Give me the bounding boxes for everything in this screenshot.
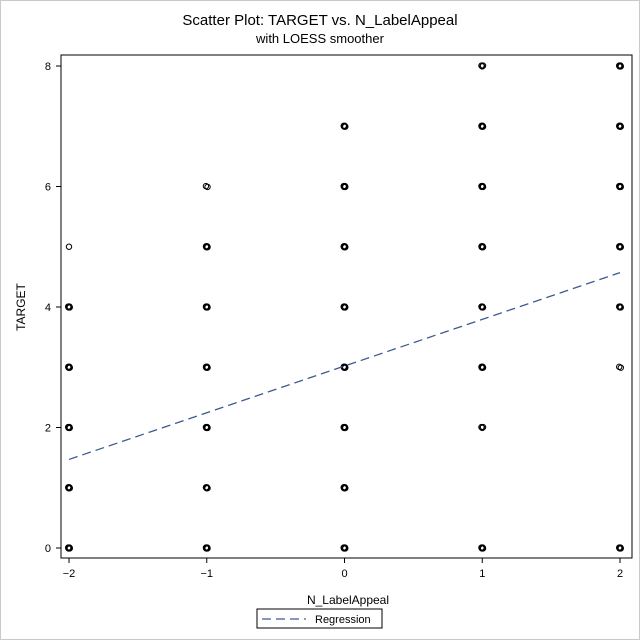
scatter-point [202,303,211,311]
scatter-point [340,182,349,191]
scatter-point [616,122,624,130]
chart-subtitle: with LOESS smoother [255,31,385,46]
x-tick-label: 0 [341,568,347,580]
scatter-point [616,62,624,70]
scatter-point [340,423,349,432]
y-axis-label: TARGET [14,282,28,330]
x-tick-label: 2 [617,568,623,580]
x-axis-label: N_LabelAppeal [307,593,389,607]
axis-ticks: −2 −1 0 1 2 0 2 4 6 8 [45,61,623,580]
plot-area [60,54,633,559]
scatter-point [616,243,624,251]
chart-title: Scatter Plot: TARGET vs. N_LabelAppeal [182,12,457,29]
scatter-point [65,243,73,250]
x-tick-label: −1 [200,568,213,580]
scatter-point [616,363,624,371]
scatter-point [478,423,487,432]
y-tick-label: 4 [45,302,51,314]
legend: Regression [256,608,383,629]
scatter-point [340,243,349,251]
scatter-point [340,484,349,492]
scatter-point [616,182,624,191]
scatter-point [65,423,74,432]
scatter-point [65,544,74,552]
scatter-point [65,303,74,311]
y-tick-label: 8 [45,61,51,73]
scatter-point [616,544,624,552]
scatter-point [340,544,349,552]
legend-entry-regression: Regression [315,614,371,626]
regression-series [68,272,621,461]
scatter-point [202,243,211,251]
legend-box [256,608,383,629]
scatter-point [478,303,487,311]
scatter-point [478,182,487,191]
data-points [65,62,624,552]
scatter-point [340,122,349,130]
y-tick-label: 6 [45,182,51,194]
scatter-point [616,303,624,311]
scatter-point [478,243,487,251]
x-tick-label: 1 [479,568,485,580]
scatter-point [202,182,211,191]
x-tick-label: −2 [63,568,76,580]
scatter-point [65,363,74,371]
scatter-point [202,484,211,492]
scatter-point [478,62,487,70]
scatter-point [202,423,211,432]
scatter-point [202,544,211,552]
y-tick-label: 0 [45,543,51,555]
scatter-point [202,363,211,371]
scatter-point [478,363,487,371]
scatter-point [478,122,487,130]
scatter-point [340,303,349,311]
scatter-point [478,544,487,552]
regression-line [68,272,621,461]
scatter-point [65,484,74,492]
y-tick-label: 2 [45,423,51,435]
